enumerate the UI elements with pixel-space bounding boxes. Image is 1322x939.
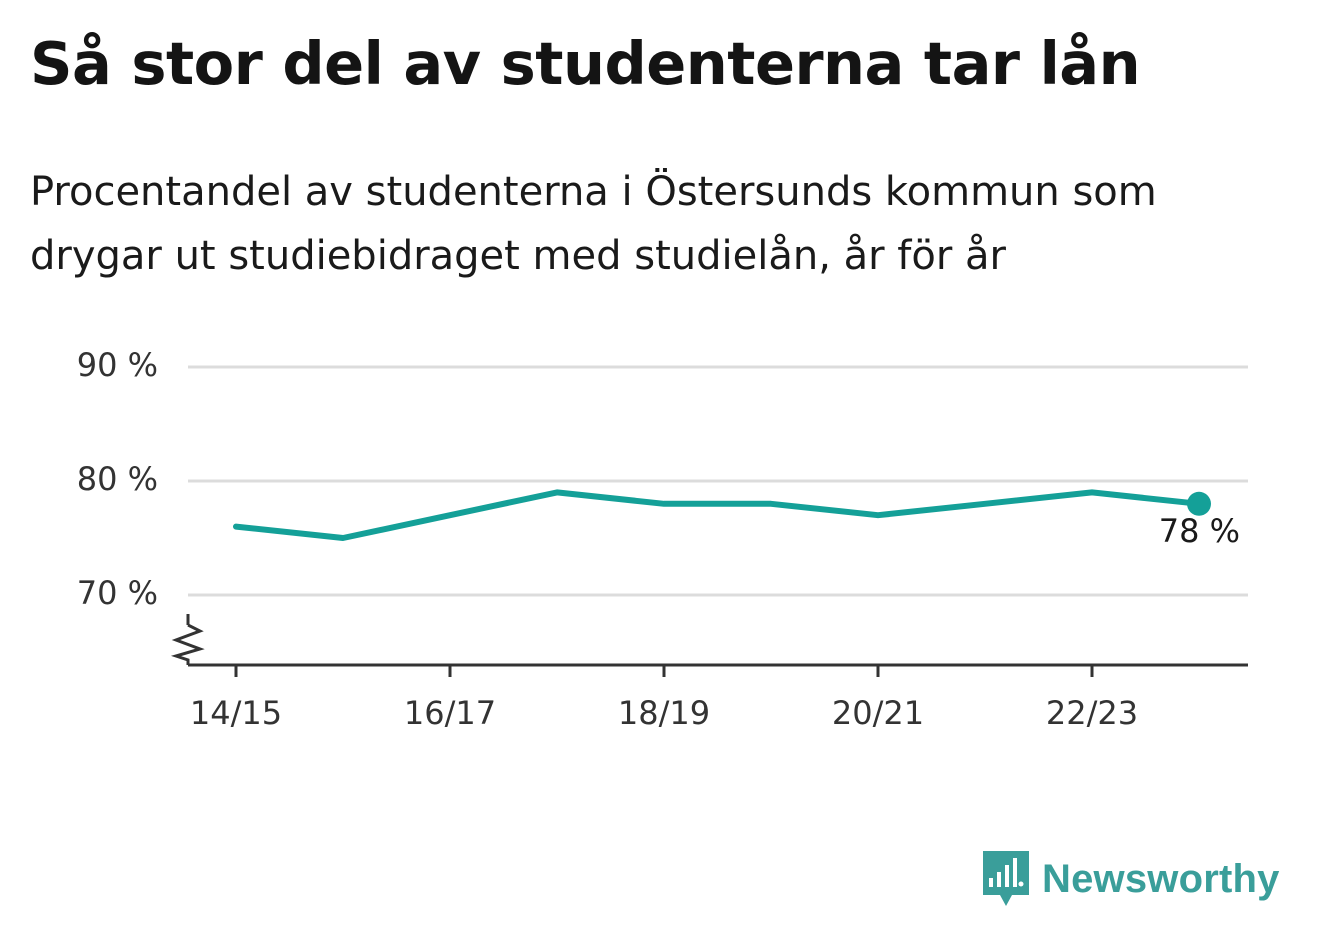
brand-name: Newsworthy (1042, 856, 1280, 901)
x-tick-label: 14/15 (190, 694, 282, 732)
x-tick-label: 20/21 (832, 694, 924, 732)
series-line (233, 489, 1202, 541)
y-axis-break-icon (170, 623, 205, 665)
newsworthy-logo-icon (983, 851, 1029, 906)
y-tick-label: 70 % (77, 574, 158, 612)
x-tick-label: 16/17 (404, 694, 496, 732)
x-tick-label: 18/19 (618, 694, 710, 732)
y-tick-label: 80 % (77, 460, 158, 498)
y-tick-label: 90 % (77, 346, 158, 384)
end-point-marker (1187, 491, 1211, 516)
end-value-label: 78 % (1159, 512, 1240, 550)
chart-subtitle: Procentandel av studenterna i Östersunds… (30, 169, 1157, 279)
chart-title: Så stor del av studenterna tar lån (30, 29, 1141, 98)
brand-logo: Newsworthy (980, 848, 1280, 910)
x-tick-label: 22/23 (1046, 694, 1138, 732)
